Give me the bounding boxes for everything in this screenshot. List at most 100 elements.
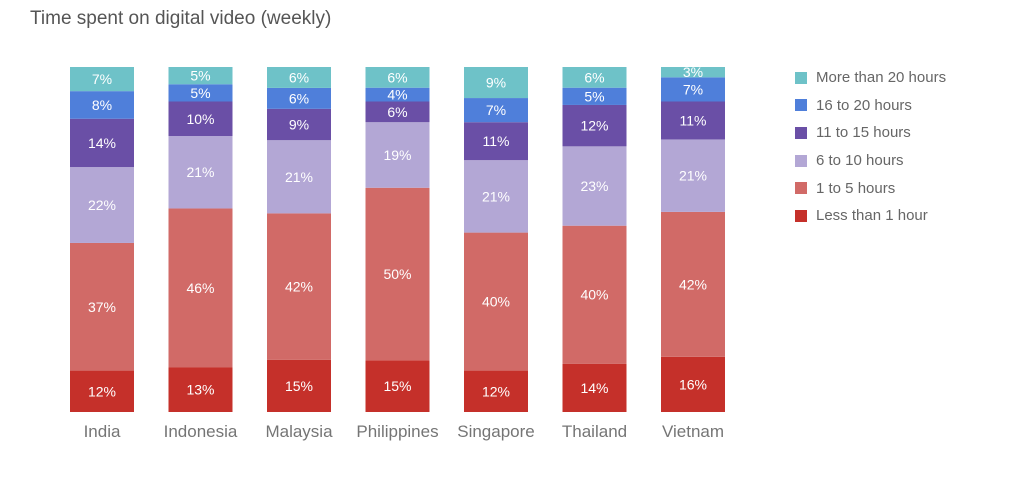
data-label-thailand-0: 14% bbox=[580, 380, 608, 396]
bar-segment-vietnam-0 bbox=[661, 356, 725, 412]
data-label-thailand-1: 40% bbox=[580, 287, 608, 303]
data-label-indonesia-5: 5% bbox=[190, 68, 210, 84]
data-label-philippines-2: 19% bbox=[383, 147, 411, 163]
bar-segment-vietnam-2 bbox=[661, 139, 725, 212]
bar-segment-malaysia-2 bbox=[267, 140, 331, 214]
chart-title: Time spent on digital video (weekly) bbox=[30, 8, 332, 29]
legend-item: 6 to 10 hours bbox=[795, 147, 946, 175]
data-label-indonesia-3: 10% bbox=[186, 111, 214, 127]
data-label-malaysia-4: 6% bbox=[289, 90, 309, 106]
bar-segment-singapore-4 bbox=[464, 98, 528, 123]
data-label-singapore-0: 12% bbox=[482, 383, 510, 399]
data-label-vietnam-5: 3% bbox=[683, 64, 703, 80]
bar-segment-malaysia-3 bbox=[267, 108, 331, 141]
bar-segment-philippines-5 bbox=[365, 67, 430, 88]
data-label-thailand-5: 6% bbox=[584, 69, 604, 85]
bar-segment-indonesia-2 bbox=[168, 136, 233, 209]
legend-label: More than 20 hours bbox=[816, 69, 947, 87]
data-label-philippines-4: 4% bbox=[387, 87, 407, 103]
legend-label: Less than 1 hour bbox=[816, 207, 928, 225]
bar-segment-india-5 bbox=[70, 67, 134, 92]
bar-segment-indonesia-3 bbox=[168, 101, 233, 136]
legend-item: 1 to 5 hours bbox=[795, 174, 946, 202]
bar-segment-india-4 bbox=[70, 91, 134, 119]
data-label-philippines-0: 15% bbox=[383, 378, 411, 394]
legend-swatch bbox=[795, 154, 807, 167]
bar-segment-indonesia-1 bbox=[168, 208, 233, 368]
data-label-malaysia-2: 21% bbox=[285, 169, 313, 185]
bar-segment-thailand-3 bbox=[562, 104, 627, 147]
bar-segment-india-3 bbox=[70, 118, 134, 168]
data-label-singapore-3: 11% bbox=[483, 133, 510, 149]
data-label-india-0: 12% bbox=[88, 383, 116, 399]
data-label-philippines-5: 6% bbox=[387, 69, 407, 85]
bar-segment-philippines-1 bbox=[365, 187, 430, 361]
bar-segment-thailand-1 bbox=[562, 225, 627, 364]
legend-item: 16 to 20 hours bbox=[795, 92, 946, 120]
bar-segment-malaysia-5 bbox=[267, 67, 331, 88]
bar-segment-philippines-4 bbox=[365, 87, 430, 102]
bar-segment-vietnam-1 bbox=[661, 211, 725, 357]
data-label-india-1: 37% bbox=[88, 299, 116, 315]
data-label-vietnam-2: 21% bbox=[679, 168, 707, 184]
bar-segment-vietnam-3 bbox=[661, 101, 725, 140]
bar-segment-singapore-0 bbox=[464, 370, 528, 412]
bar-segment-indonesia-5 bbox=[168, 67, 233, 85]
bar-segment-philippines-2 bbox=[365, 122, 430, 188]
legend-swatch bbox=[795, 182, 807, 195]
legend-swatch bbox=[795, 209, 807, 222]
legend-label: 16 to 20 hours bbox=[816, 96, 912, 114]
bar-segment-thailand-4 bbox=[562, 87, 627, 105]
bar-segment-india-0 bbox=[70, 370, 134, 412]
data-label-singapore-4: 7% bbox=[486, 102, 506, 118]
bar-segment-india-1 bbox=[70, 242, 134, 371]
data-label-indonesia-0: 13% bbox=[186, 382, 214, 398]
data-label-india-2: 22% bbox=[88, 197, 116, 213]
data-label-malaysia-3: 9% bbox=[289, 117, 309, 133]
bar-segment-singapore-2 bbox=[464, 160, 528, 233]
data-label-vietnam-1: 42% bbox=[679, 276, 707, 292]
bar-segment-singapore-1 bbox=[464, 232, 528, 371]
legend-swatch bbox=[795, 126, 807, 139]
bar-segment-thailand-2 bbox=[562, 146, 627, 226]
data-label-singapore-2: 21% bbox=[482, 188, 510, 204]
bar-segment-singapore-3 bbox=[464, 122, 528, 161]
legend-label: 1 to 5 hours bbox=[816, 179, 896, 197]
bars-group: 12%37%22%14%8%7%13%46%21%10%5%5%15%42%21… bbox=[70, 64, 725, 412]
data-label-malaysia-0: 15% bbox=[285, 378, 313, 394]
bar-segment-vietnam-5 bbox=[661, 67, 725, 78]
category-label-philippines: Philippines bbox=[356, 422, 438, 441]
bar-segment-thailand-0 bbox=[562, 363, 627, 412]
category-label-thailand: Thailand bbox=[562, 422, 627, 441]
data-label-philippines-1: 50% bbox=[383, 266, 411, 282]
data-label-indonesia-4: 5% bbox=[190, 85, 210, 101]
category-label-indonesia: Indonesia bbox=[164, 422, 238, 441]
data-label-india-4: 8% bbox=[92, 97, 112, 113]
bar-segment-singapore-5 bbox=[464, 67, 528, 99]
bar-segment-philippines-0 bbox=[365, 360, 430, 412]
bar-segment-malaysia-4 bbox=[267, 87, 331, 109]
data-label-philippines-3: 6% bbox=[387, 104, 407, 120]
data-label-vietnam-0: 16% bbox=[679, 376, 707, 392]
category-label-singapore: Singapore bbox=[457, 422, 535, 441]
bar-segment-malaysia-0 bbox=[267, 359, 331, 412]
category-label-vietnam: Vietnam bbox=[662, 422, 724, 441]
bar-segment-malaysia-1 bbox=[267, 213, 331, 360]
legend-item: More than 20 hours bbox=[795, 64, 946, 92]
legend-item: Less than 1 hour bbox=[795, 202, 946, 230]
data-label-thailand-4: 5% bbox=[584, 88, 604, 104]
legend-swatch bbox=[795, 99, 807, 112]
legend-label: 11 to 15 hours bbox=[816, 124, 911, 142]
data-label-malaysia-1: 42% bbox=[285, 279, 313, 295]
data-label-india-5: 7% bbox=[92, 71, 112, 87]
category-label-malaysia: Malaysia bbox=[265, 422, 333, 441]
legend-swatch bbox=[795, 71, 807, 84]
category-labels: India Indonesia Malaysia Philippines Singapo… bbox=[84, 422, 724, 441]
data-label-vietnam-3: 11% bbox=[680, 112, 707, 128]
bar-segment-indonesia-0 bbox=[168, 367, 233, 412]
data-label-indonesia-1: 46% bbox=[186, 280, 214, 296]
data-label-indonesia-2: 21% bbox=[186, 164, 214, 180]
data-label-singapore-1: 40% bbox=[482, 294, 510, 310]
bar-segment-thailand-5 bbox=[562, 67, 627, 88]
